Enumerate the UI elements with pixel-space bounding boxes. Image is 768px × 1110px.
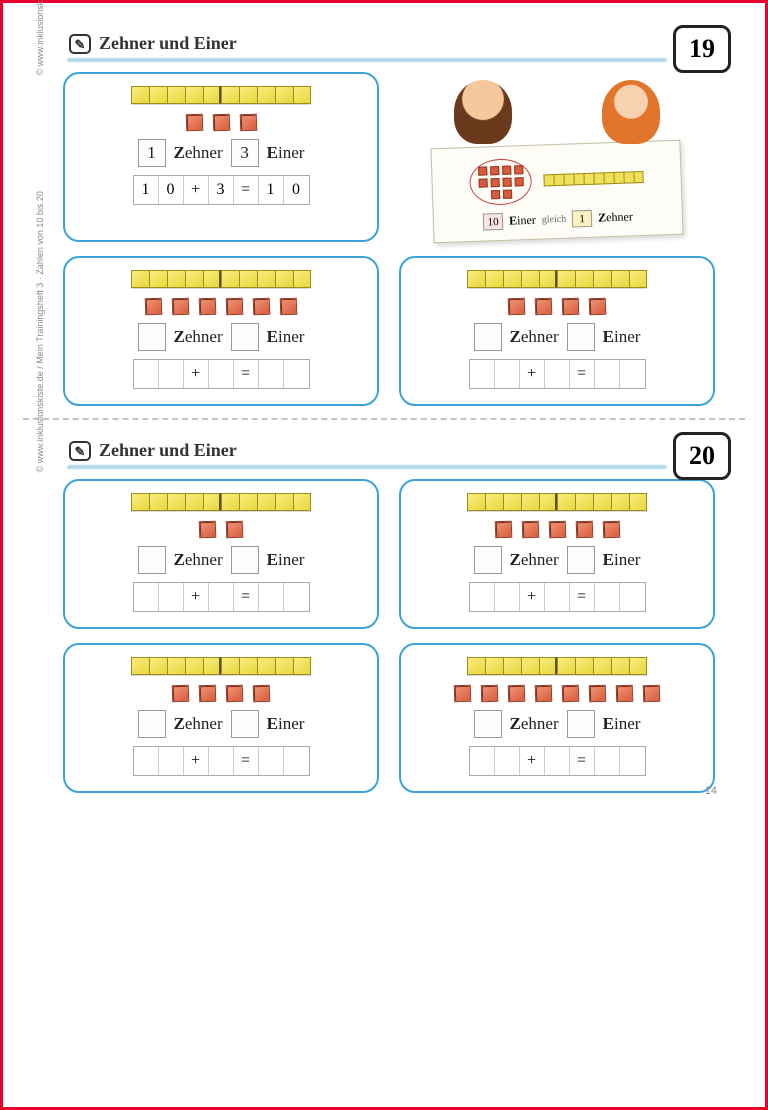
pencil-icon: ✎ [69,34,91,54]
girl-illustration [602,80,660,144]
explanation-poster: 10 Einer gleich 1 Zehner [430,139,683,243]
zehner-value-box[interactable] [474,546,502,574]
page-footer-number: 14 [705,785,717,797]
equation-row-blank: + = [469,359,646,389]
kids-illustration [454,80,660,144]
mini-ten-rod [543,170,643,185]
ten-rod [131,493,311,513]
equation-row-blank: += [133,746,310,776]
exercise-box: Zehner Einer + = [63,256,379,406]
illustration-panel: 10 Einer gleich 1 Zehner [399,72,715,242]
cut-line [23,418,745,420]
header-underline [67,465,667,469]
unit-cubes [495,521,620,538]
einer-value-box[interactable] [567,546,595,574]
caption-1-box: 1 [572,209,593,227]
copyright-vertical: © www.inklusionskiste.de / Mein Training… [35,191,45,472]
einer-value-box[interactable] [231,323,259,351]
ten-ones-circle [469,157,533,205]
zehner-einer-labels: Zehner Einer [474,710,641,738]
unit-cubes [199,521,243,538]
unit-cubes [186,114,257,131]
zehner-value-box[interactable] [138,546,166,574]
poster-caption: 10 Einer gleich 1 Zehner [483,208,633,230]
boy-illustration [454,80,512,144]
section-header: ✎ Zehner und Einer [69,33,715,54]
worksheet-19: 19 © www.inklusionskiste.de / Mein Train… [23,17,745,414]
einer-value-box[interactable] [567,710,595,738]
exercise-grid-20: Zehner Einer += Zehner Einer += [63,479,715,793]
exercise-box: Zehner Einer += [399,643,715,793]
zehner-value-box[interactable]: 1 [138,139,166,167]
page-badge-20: 20 [673,432,731,480]
pencil-icon: ✎ [69,441,91,461]
einer-label: Einer [267,143,305,163]
zehner-einer-labels: Zehner Einer [474,323,641,351]
equation-row-blank: + = [133,359,310,389]
ten-rod [467,493,647,513]
ten-rod [467,270,647,290]
unit-cubes [172,685,270,702]
zehner-einer-labels: Zehner Einer [138,546,305,574]
worksheet-20: 20 © www.inklusionskiste.de / Mein Train… [23,424,745,801]
exercise-grid-19: 1 Zehner 3 Einer 1 0 + 3 = 1 0 [63,72,715,406]
zehner-einer-labels: Zehner Einer [474,546,641,574]
zehner-einer-labels: Zehner Einer [138,323,305,351]
zehner-value-box[interactable] [138,710,166,738]
equation-row-blank: += [133,582,310,612]
page-badge-19: 19 [673,25,731,73]
example-box: 1 Zehner 3 Einer 1 0 + 3 = 1 0 [63,72,379,242]
zehner-einer-labels: 1 Zehner 3 Einer [138,139,305,167]
exercise-box: Zehner Einer += [63,643,379,793]
unit-cubes [508,298,606,315]
equation-row-blank: += [469,746,646,776]
ten-rod [131,657,311,677]
zehner-value-box[interactable] [474,323,502,351]
ten-rod [131,86,311,106]
exercise-box: Zehner Einer += [63,479,379,629]
page-frame: 19 © www.inklusionskiste.de / Mein Train… [0,0,768,1110]
exercise-box: Zehner Einer += [399,479,715,629]
copyright-vertical: © www.inklusionskiste.de / Mein Training… [35,0,45,75]
exercise-box: Zehner Einer + = [399,256,715,406]
einer-value-box[interactable]: 3 [231,139,259,167]
zehner-value-box[interactable] [138,323,166,351]
zehner-einer-labels: Zehner Einer [138,710,305,738]
section-title: Zehner und Einer [99,440,237,461]
section-header: ✎ Zehner und Einer [69,440,715,461]
equation-row-filled: 1 0 + 3 = 1 0 [133,175,310,205]
einer-value-box[interactable] [231,710,259,738]
equation-row-blank: += [469,582,646,612]
header-underline [67,58,667,62]
section-title: Zehner und Einer [99,33,237,54]
einer-value-box[interactable] [567,323,595,351]
caption-10-box: 10 [483,212,504,230]
einer-value-box[interactable] [231,546,259,574]
zehner-label: Zehner [174,143,223,163]
zehner-value-box[interactable] [474,710,502,738]
ten-rod [467,657,647,677]
unit-cubes [145,298,297,315]
ten-rod [131,270,311,290]
unit-cubes [454,685,660,702]
